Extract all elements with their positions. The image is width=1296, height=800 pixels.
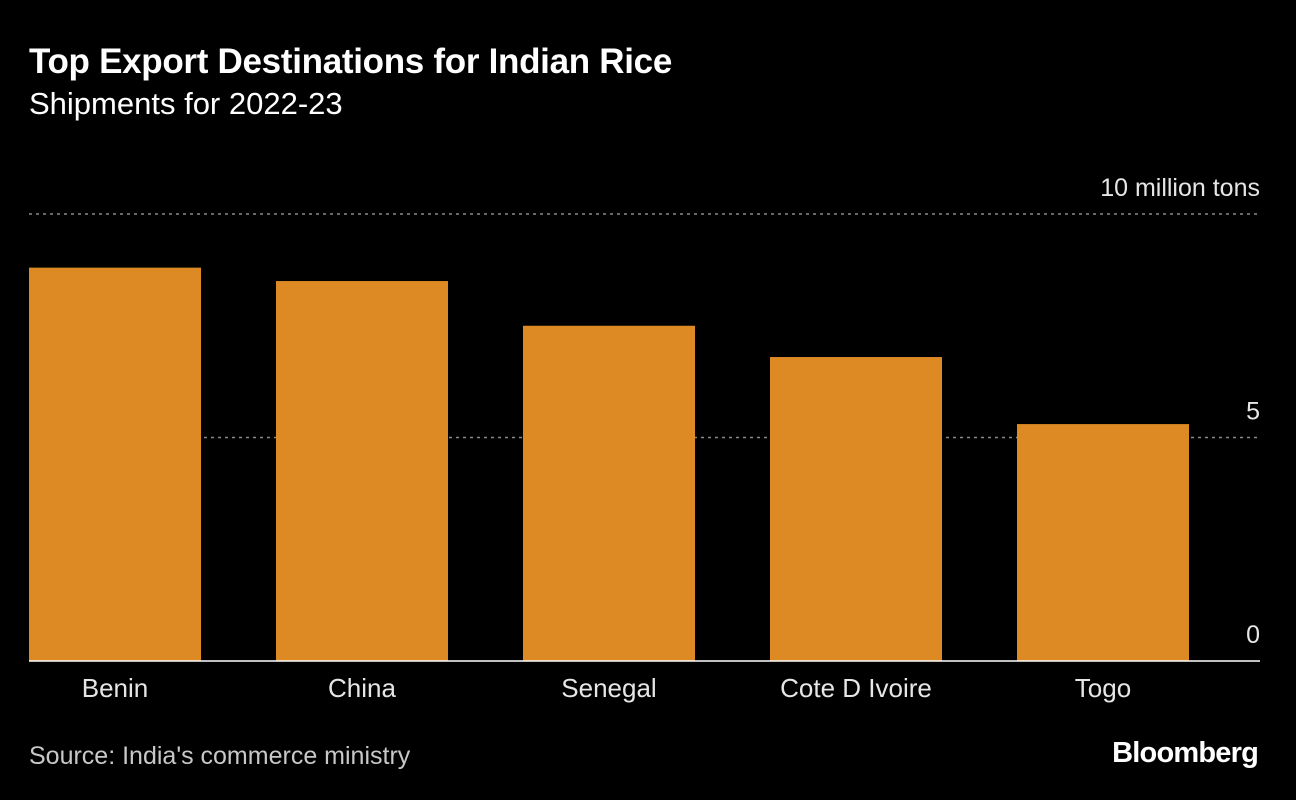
- category-label-togo: Togo: [1075, 673, 1131, 703]
- y-tick-label-5: 5: [1246, 398, 1260, 426]
- y-tick-label-10: 10 million tons: [1100, 174, 1260, 202]
- bar-senegal: [523, 325, 695, 661]
- y-tick-labels: 0 5 10 million tons: [1100, 174, 1260, 649]
- category-label-cote-d-ivoire: Cote D Ivoire: [780, 673, 932, 703]
- category-labels: Benin China Senegal Cote D Ivoire Togo: [82, 673, 1131, 703]
- source-note: Source: India's commerce ministry: [29, 742, 411, 770]
- category-label-china: China: [328, 673, 396, 703]
- chart-title: Top Export Destinations for Indian Rice: [29, 42, 672, 81]
- bar-benin: [29, 267, 201, 661]
- bar-togo: [1017, 424, 1189, 661]
- bars: [29, 267, 1189, 661]
- category-label-senegal: Senegal: [561, 673, 656, 703]
- chart-subtitle: Shipments for 2022-23: [29, 86, 343, 121]
- bloomberg-logo: Bloomberg: [1112, 737, 1259, 769]
- bar-china: [276, 281, 448, 661]
- y-tick-label-0: 0: [1246, 621, 1260, 649]
- category-label-benin: Benin: [82, 673, 149, 703]
- gridlines: [29, 213, 1260, 439]
- bar-cote-d-ivoire: [770, 357, 942, 661]
